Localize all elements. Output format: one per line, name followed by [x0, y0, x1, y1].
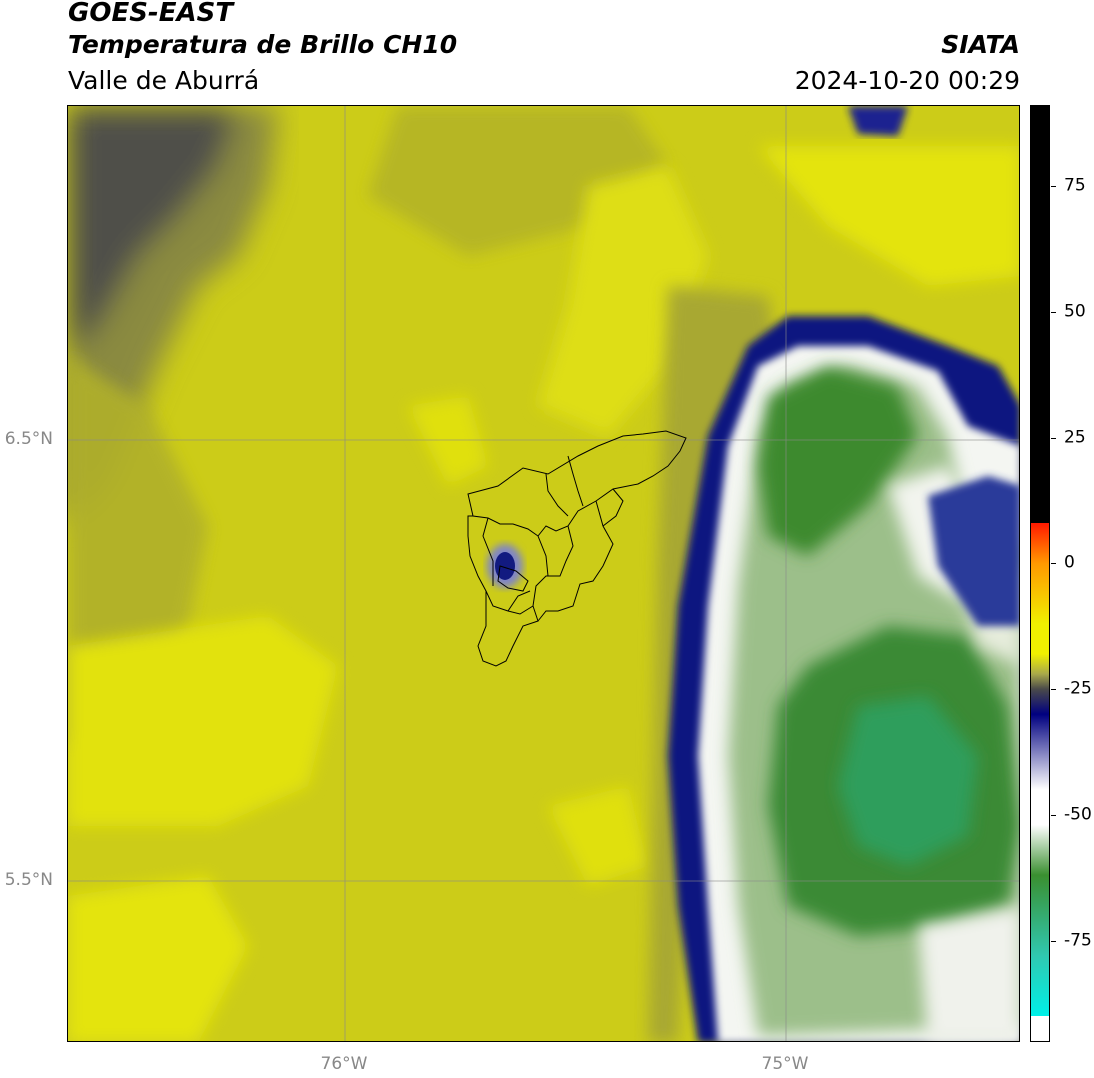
- map-panel: [67, 105, 1020, 1042]
- colorbar-tick-label: -25: [1064, 678, 1092, 699]
- cloud-green-core-north: [758, 366, 918, 556]
- municipal-boundaries: [467, 430, 687, 667]
- brand-label: SIATA: [941, 30, 1020, 59]
- colorbar-tick-label: 0: [1064, 552, 1075, 573]
- colorbar-tick: [1051, 815, 1056, 817]
- colorbar-tick: [1051, 689, 1056, 691]
- brightness-temperature-map: [68, 106, 1019, 1041]
- colorbar-tick-label: 75: [1064, 175, 1086, 196]
- colorbar: [1030, 105, 1050, 1042]
- colorbar-tick-label: -75: [1064, 930, 1092, 951]
- colorbar-tick-label: 25: [1064, 427, 1086, 447]
- colorbar-tick: [1051, 941, 1056, 943]
- colorbar-gradient: [1031, 106, 1049, 1041]
- cold-spot-top: [848, 106, 908, 136]
- lat-label-5.5: 5.5°N: [4, 870, 53, 890]
- colorbar-tick-label: -50: [1064, 804, 1092, 825]
- satellite-title: GOES-EAST: [68, 0, 234, 28]
- colorbar-tick: [1051, 563, 1056, 565]
- cloud-teal-core: [838, 696, 978, 866]
- colorbar-tick: [1051, 437, 1056, 439]
- region-subtitle: Valle de Aburrá: [68, 66, 260, 95]
- colorbar-tick-label: 50: [1064, 301, 1086, 321]
- datetime-label: 2024-10-20 00:29: [794, 66, 1020, 95]
- graticule: [68, 106, 1019, 1041]
- lon-label-75: 75°W: [761, 1054, 809, 1074]
- cold-cell-northeast: [928, 476, 1019, 626]
- product-title: Temperatura de Brillo CH10: [68, 30, 458, 59]
- lat-label-6.5: 6.5°N: [4, 429, 53, 449]
- valley-cold-cell: [487, 544, 523, 588]
- lon-label-76: 76°W: [320, 1054, 368, 1074]
- colorbar-tick: [1051, 311, 1056, 313]
- colorbar-tick: [1051, 185, 1056, 187]
